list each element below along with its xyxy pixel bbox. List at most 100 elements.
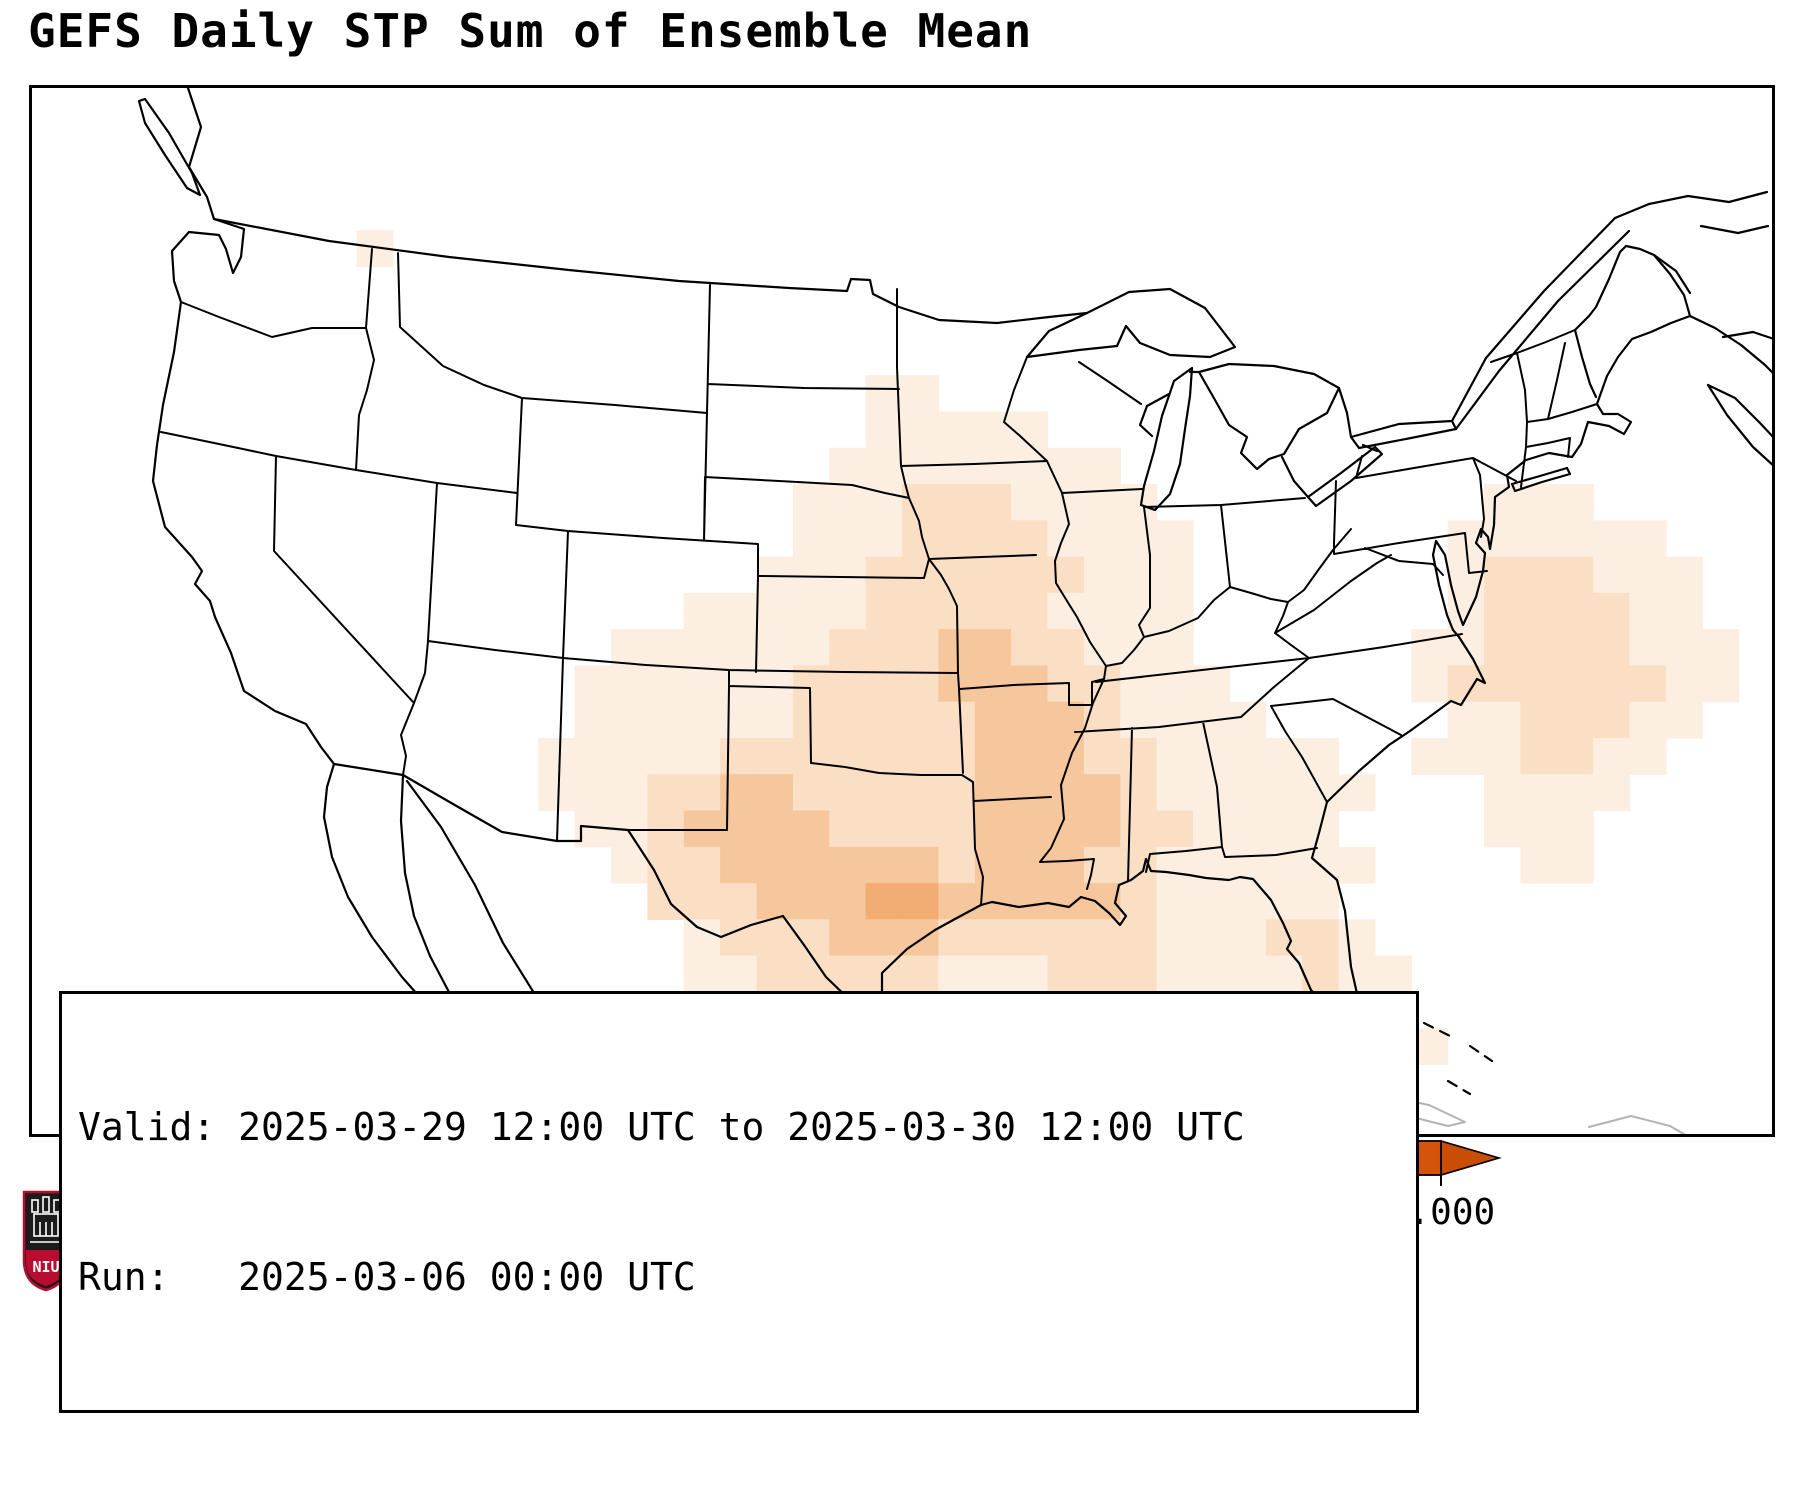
vancouver-island [137,97,202,197]
heatmap-cell [1120,774,1158,812]
heatmap-cell [1665,592,1703,630]
heatmap-cell [1338,955,1376,993]
heatmap-cell [1156,883,1194,920]
heatmap-cell [902,629,939,666]
heatmap-cell [720,665,758,703]
heatmap-cell [865,883,903,920]
heatmap-cell [974,919,1012,957]
heatmap-cell [1229,738,1267,775]
heatmap-cell [1193,665,1230,703]
heatmap-cell [938,846,976,884]
heatmap-cell [1120,846,1158,884]
heatmap-cell [1484,556,1521,594]
heatmap-cell [1156,520,1194,558]
heatmap-cell [756,592,794,630]
heatmap-cell [902,556,939,594]
rio-grande [626,828,881,1031]
heatmap-cell [1011,411,1049,449]
heatmap-cell [1520,846,1558,884]
heatmap-cell [1665,556,1703,594]
heatmap-cell [1011,447,1049,485]
heatmap-cell [974,955,1012,993]
maine-canada-border [1573,244,1692,399]
heatmap-cell [938,556,976,594]
heatmap-cell [1011,883,1049,920]
heatmap-cell [1047,447,1085,485]
heatmap-cell [1083,955,1121,993]
heatmap-cell [1193,919,1230,957]
heatmap-cell [865,810,903,848]
heatmap-cell [1556,701,1594,739]
heatmap-cell [1520,774,1558,812]
heatmap-cell [1083,701,1121,739]
heatmap-cell [1156,701,1194,739]
heatmap-cell [647,883,685,920]
canada-border [212,217,1089,325]
heatmap-cell [1556,592,1594,630]
heatmap-cell [1229,774,1267,812]
heatmap-cell [1011,810,1049,848]
heatmap-cell [1120,810,1158,848]
heatmap-cell [647,665,685,703]
heatmap-cell [538,738,576,775]
heatmap-cell [1120,520,1158,558]
heatmap-cell [683,810,721,848]
bahamas-islands [1422,1021,1494,1096]
heatmap-cell [1083,738,1121,775]
heatmap-cell [574,738,612,775]
lake-huron [1188,362,1341,471]
heatmap-cell [829,556,867,594]
heatmap-cell [647,810,685,848]
heatmap-cell [1556,484,1594,521]
heatmap-cell [1229,810,1267,848]
colorbar-right-arrow [1440,1140,1502,1177]
heatmap-cell [1011,955,1049,993]
valid-line: Valid: 2025-03-29 12:00 UTC to 2025-03-3… [78,1105,1245,1149]
heatmap-cell [829,484,867,521]
heatmap-cell [1593,629,1631,666]
heatmap-cell [1629,738,1667,775]
heatmap-cell [683,883,721,920]
heatmap-cell [1484,774,1521,812]
heatmap-cell [1556,774,1594,812]
heatmap-cell [574,665,612,703]
heatmap-cell [938,520,976,558]
heatmap-cell [1629,665,1667,703]
heatmap-cell [683,919,721,957]
heatmap-cell [1520,665,1558,703]
heatmap-cell [1302,774,1340,812]
heatmap-cell [756,556,794,594]
heatmap-cell [720,810,758,848]
heatmap-cell [902,701,939,739]
heatmap-cell [756,810,794,848]
heatmap-cell [1593,738,1631,775]
heatmap-cell [974,447,1012,485]
heatmap-cell [1593,774,1631,812]
heatmap-cell [1520,484,1558,521]
heatmap-cell [1265,774,1303,812]
mexico-border [332,762,630,843]
heatmap-cell [974,592,1012,630]
heatmap-cell [865,738,903,775]
heatmap-cell [865,447,903,485]
heatmap-cell [1047,919,1085,957]
heatmap-cell [1593,556,1631,594]
page-title: GEFS Daily STP Sum of Ensemble Mean [28,4,1033,58]
heatmap-cell [1156,919,1194,957]
heatmap-cell [829,447,867,485]
heatmap-cell [647,701,685,739]
heatmap-cell [1447,592,1485,630]
heatmap-cell [1302,919,1340,957]
heatmap-cell [792,592,830,630]
heatmap-cell [829,883,867,920]
heatmap-cell [1083,774,1121,812]
heatmap-cell [865,520,903,558]
heatmap-cell [792,774,830,812]
heatmap-cell [1047,883,1085,920]
heatmap-cell [683,665,721,703]
heatmap-cell [1484,701,1521,739]
heatmap-cell [1120,919,1158,957]
heatmap-cell [1556,629,1594,666]
heatmap-cell [1011,520,1049,558]
heatmap-cell [829,629,867,666]
